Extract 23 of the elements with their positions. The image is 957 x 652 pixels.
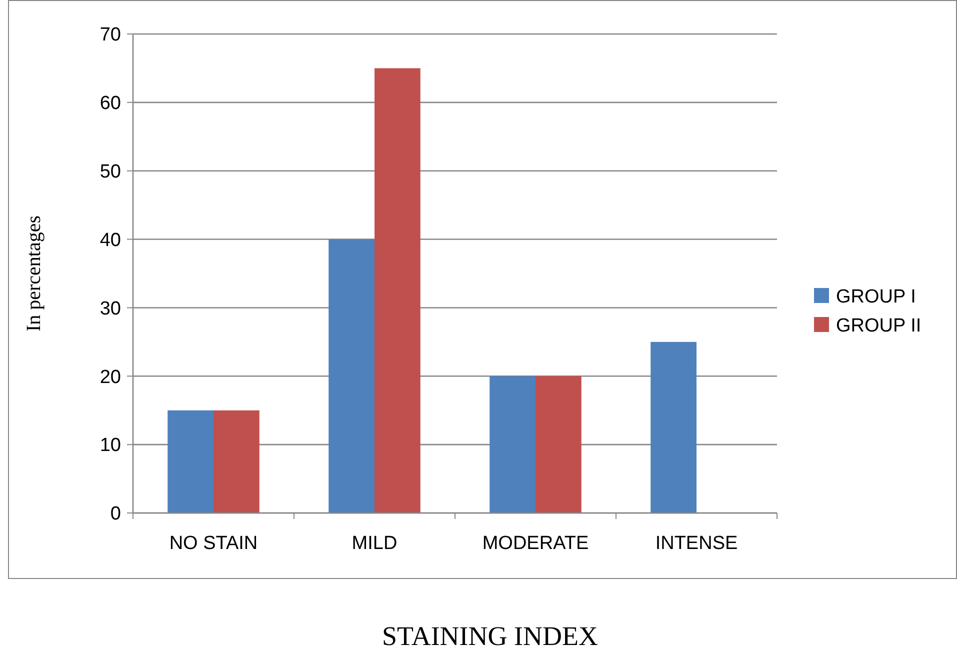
y-tick-label: 60 [100,93,121,114]
bar [536,376,582,513]
y-tick-label: 0 [110,504,121,525]
y-axis-title: In percentages [23,215,45,332]
legend-label: GROUP II [836,316,922,337]
bar [214,410,260,513]
y-tick-label: 10 [100,435,121,456]
bar [168,410,214,513]
y-tick-label: 40 [100,230,121,251]
x-tick-label: INTENSE [655,533,738,554]
x-tick-label: MODERATE [482,533,589,554]
bar [650,342,696,513]
x-tick-label: MILD [352,533,398,554]
y-tick-label: 70 [100,24,121,46]
bar [490,376,536,513]
bar [374,68,420,513]
bar [328,239,374,513]
legend-label: GROUP I [836,286,916,308]
y-tick-label: 30 [100,298,121,320]
y-tick-label: 20 [100,366,121,388]
x-axis-title: STAINING INDEX [382,621,599,651]
y-tick-label: 50 [100,162,121,183]
x-tick-label: NO STAIN [169,533,258,554]
